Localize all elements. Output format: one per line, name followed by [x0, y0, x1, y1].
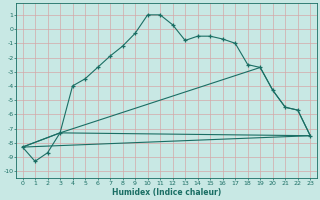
X-axis label: Humidex (Indice chaleur): Humidex (Indice chaleur) — [112, 188, 221, 197]
